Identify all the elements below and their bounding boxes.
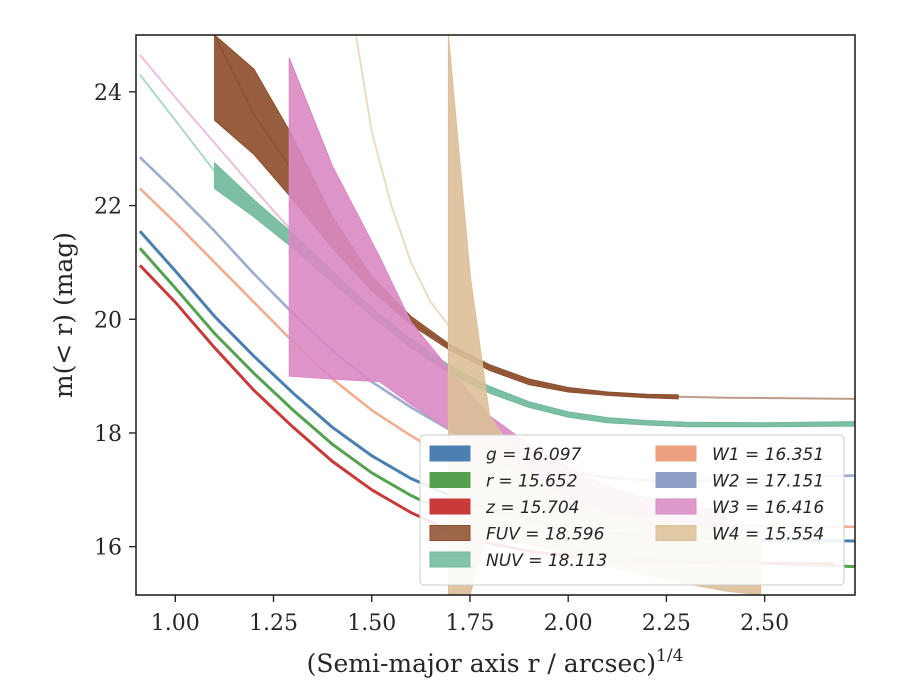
legend: g = 16.097 r = 15.652 z = 15.704 FUV = 18.5… — [419, 434, 845, 586]
legend-swatch-w2 — [655, 472, 697, 488]
legend-swatch-z — [429, 498, 471, 515]
x-tick-label: 1.00 — [151, 611, 200, 636]
y-tick-label: 18 — [94, 422, 122, 447]
x-tick-label: 1.75 — [445, 611, 494, 636]
legend-swatch-fuv — [429, 525, 471, 541]
legend-swatch-w4 — [655, 525, 697, 541]
series-fuv-band — [214, 35, 679, 400]
y-tick-label: 22 — [94, 195, 122, 220]
series-w4-extrapolation — [355, 35, 450, 326]
legend-swatch-nuv — [429, 551, 471, 568]
legend-label-w4: W4 = 15.554 — [712, 525, 824, 545]
x-tick-label: 1.50 — [347, 611, 396, 636]
y-axis-label: m(< r) (mag) — [49, 232, 78, 398]
series-nuv-extrapolation — [139, 74, 216, 173]
y-tick-label: 20 — [94, 308, 122, 333]
legend-label-nuv: NUV = 18.113 — [486, 551, 607, 571]
legend-frame — [419, 434, 845, 586]
x-tick-label: 2.50 — [740, 611, 789, 636]
legend-label-r: r = 15.652 — [486, 472, 578, 492]
legend-label-w1: W1 = 16.351 — [712, 445, 824, 465]
legend-swatch-r — [429, 472, 471, 488]
x-tick-label: 2.00 — [544, 611, 593, 636]
x-axis-label: (Semi-major axis r / arcsec)1/4 — [307, 646, 684, 678]
legend-swatch-g — [429, 445, 471, 462]
legend-label-w2: W2 = 17.151 — [712, 472, 824, 492]
series-w3-extrapolation — [139, 54, 290, 229]
legend-label-fuv: FUV = 18.596 — [486, 525, 605, 545]
legend-swatch-w3 — [655, 498, 697, 515]
y-tick-label: 24 — [94, 81, 122, 106]
plot-frame — [135, 34, 856, 596]
legend-label-w3: W3 = 16.416 — [712, 498, 824, 518]
legend-swatch-w1 — [655, 445, 697, 462]
x-tick-label: 1.25 — [249, 611, 298, 636]
y-tick-label: 16 — [94, 536, 122, 561]
legend-label-g: g = 16.097 — [486, 445, 582, 465]
axis-ticks: 1.00 1.25 1.50 1.75 2.00 2.25 2.50 16 18 20 22 24 — [94, 81, 789, 636]
x-tick-label: 2.25 — [642, 611, 691, 636]
legend-label-z: z = 15.704 — [485, 498, 579, 518]
